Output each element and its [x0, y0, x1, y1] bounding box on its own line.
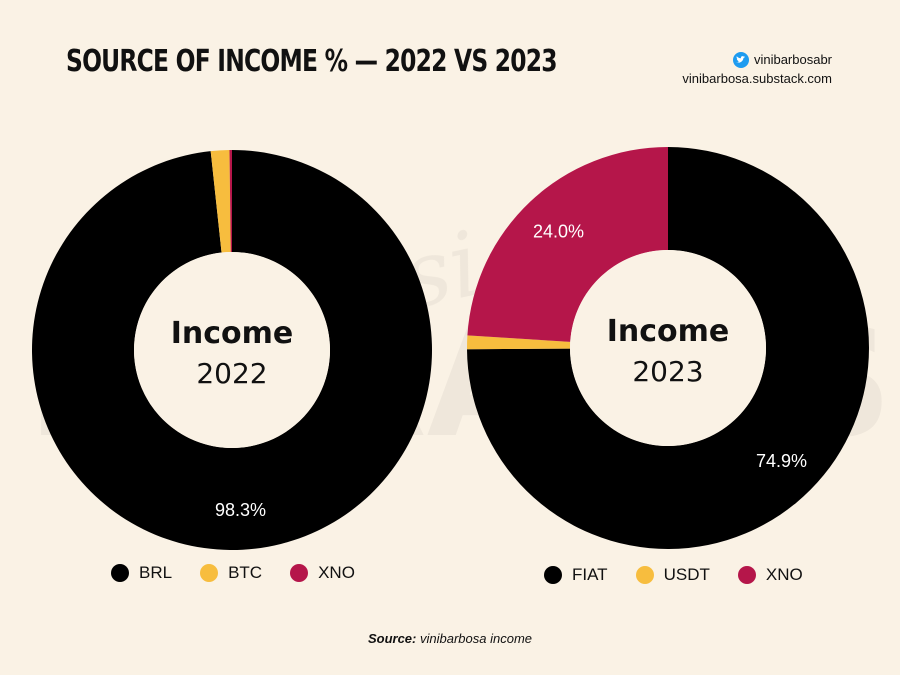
legend-label: USDT: [663, 565, 710, 584]
slice-btc: [210, 150, 231, 253]
legend-swatch: [635, 566, 654, 584]
legend-item-usdt[interactable]: USDT: [635, 565, 710, 585]
legend-swatch: [111, 564, 129, 582]
center-label-year: 2022: [196, 357, 267, 390]
source-note: Source: vinibarbosa income: [0, 631, 900, 646]
donut-chart-2022: 98.3% Income 2022: [32, 150, 433, 551]
social-handle[interactable]: vinibarbosabr: [753, 52, 832, 67]
legend-swatch: [200, 564, 219, 582]
source-label: Source:: [367, 631, 417, 646]
donut-hole: [134, 252, 330, 448]
twitter-icon: [732, 51, 749, 68]
legend-item-btc[interactable]: BTC: [200, 563, 262, 583]
social-site[interactable]: vinibarbosa.substack.com: [682, 71, 832, 86]
slice-brl: [32, 150, 433, 551]
legend-label: FIAT: [572, 565, 608, 584]
slice-usdt: [467, 335, 571, 350]
social-block: vinibarbosabr vinibarbosa.substack.com: [682, 50, 832, 88]
legend-swatch: [544, 566, 562, 584]
chart-title: SOURCE OF INCOME % — 2022 VS 2023: [66, 44, 558, 79]
legend-label: XNO: [318, 563, 355, 582]
legend-label: XNO: [765, 565, 803, 584]
legend-swatch: [737, 566, 756, 584]
source-text: vinibarbosa income: [420, 631, 533, 646]
legend-item-fiat[interactable]: FIAT: [544, 565, 608, 585]
center-label-title: Income: [171, 316, 294, 351]
slice-fiat: [467, 147, 869, 549]
center-label-year: 2023: [632, 355, 703, 388]
legend-item-brl[interactable]: BRL: [111, 563, 172, 583]
legend-item-xno[interactable]: XNO: [290, 563, 355, 583]
legend-item-xno[interactable]: XNO: [737, 565, 803, 585]
legend-swatch: [290, 564, 309, 582]
donut-hole: [570, 250, 766, 446]
data-label-brl: 98.3%: [215, 500, 266, 520]
donut-chart-2023: 74.9% 24.0% Income 2023: [467, 147, 869, 549]
legend-label: BTC: [228, 563, 263, 582]
slice-xno: [467, 147, 668, 342]
center-label-title: Income: [607, 314, 730, 349]
legend-2023: FIAT USDT XNO: [544, 565, 831, 585]
legend-2022: BRL BTC XNO: [111, 563, 383, 583]
legend-label: BRL: [139, 563, 173, 582]
slice-xno: [229, 150, 232, 253]
data-label-xno: 24.0%: [533, 221, 584, 241]
data-label-fiat: 74.9%: [756, 451, 807, 471]
